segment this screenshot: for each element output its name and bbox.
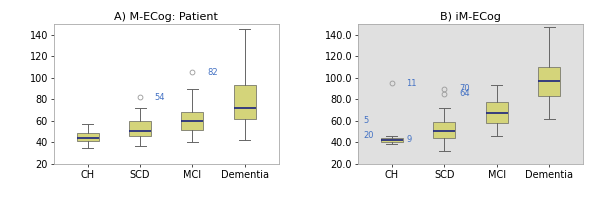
Title: A) M-ECog: Patient: A) M-ECog: Patient xyxy=(114,12,218,22)
Title: B) iM-ECog: B) iM-ECog xyxy=(440,12,501,22)
Text: 20: 20 xyxy=(363,132,374,140)
Text: 70: 70 xyxy=(459,84,469,93)
PathPatch shape xyxy=(433,122,455,138)
PathPatch shape xyxy=(486,102,508,123)
Text: 5: 5 xyxy=(363,116,368,125)
PathPatch shape xyxy=(234,85,256,119)
PathPatch shape xyxy=(77,133,99,141)
Text: 82: 82 xyxy=(207,68,218,77)
Text: 9: 9 xyxy=(406,135,412,144)
PathPatch shape xyxy=(129,121,151,136)
PathPatch shape xyxy=(181,112,203,130)
Text: 64: 64 xyxy=(459,89,469,98)
PathPatch shape xyxy=(538,67,560,96)
PathPatch shape xyxy=(381,138,403,142)
Text: 54: 54 xyxy=(155,93,165,102)
Text: 11: 11 xyxy=(406,79,417,88)
